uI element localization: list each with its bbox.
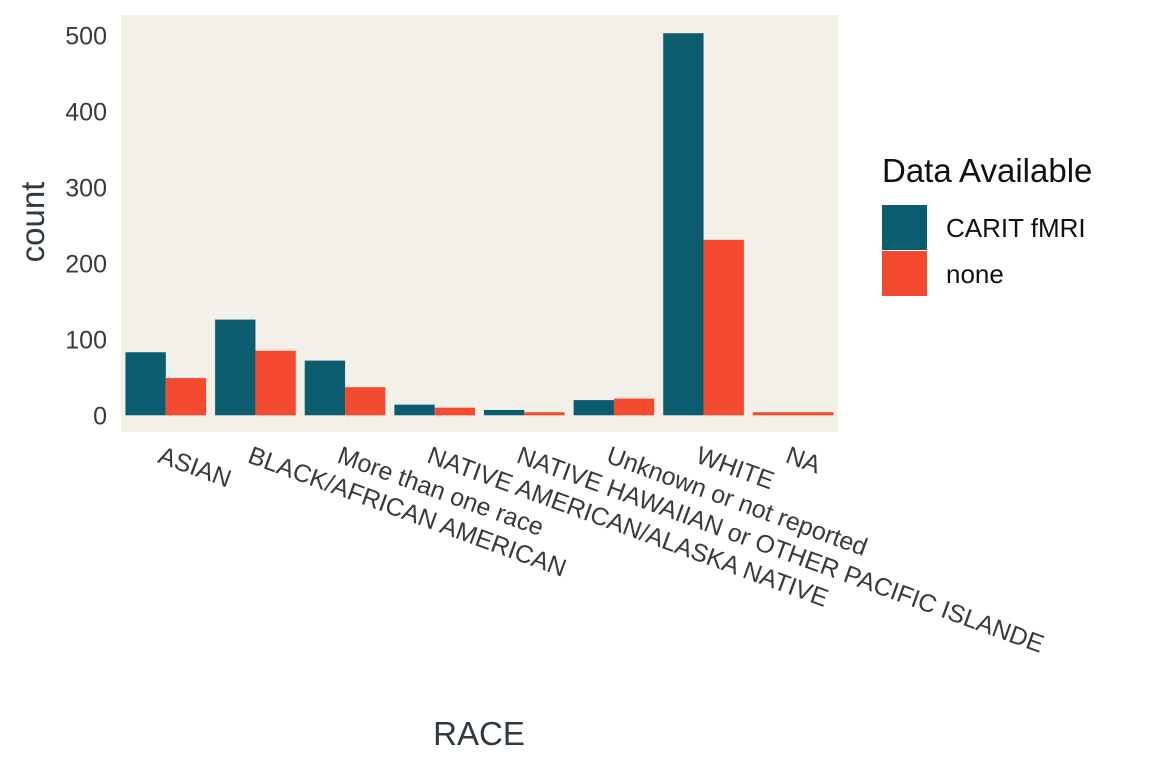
bar-none-unknown-or-not-reported: [613, 398, 655, 416]
bar-none-native-hawaiian-or-other-pacific-islande: [524, 412, 565, 416]
legend: Data Available CARIT fMRI none: [882, 152, 1092, 296]
legend-label-none: none: [946, 259, 1004, 289]
legend-label-carit-fmri: CARIT fMRI: [946, 213, 1086, 243]
legend-swatch-none: [882, 251, 927, 296]
bar-none-white: [703, 239, 744, 416]
legend-swatch-carit-fmri: [882, 205, 927, 250]
bar-none-more-than-one-race: [345, 387, 386, 416]
y-tick-label-400: 400: [65, 98, 107, 126]
x-tick-label-na: NA: [782, 441, 825, 479]
x-tick-label-native-hawaiian-or-other-pacific-islande: NATIVE HAWAIIAN or OTHER PACIFIC ISLANDE: [513, 441, 1047, 658]
bar-carit-fmri-native-hawaiian-or-other-pacific-islande: [483, 409, 525, 416]
bar-none-black-african-american: [255, 350, 296, 416]
x-tick-label-asian: ASIAN: [155, 441, 235, 493]
bar-carit-fmri-white: [663, 33, 704, 416]
bar-none-native-american-alaska-native: [434, 407, 476, 416]
bar-none-na: [752, 412, 834, 416]
y-tick-label-0: 0: [93, 402, 107, 430]
y-tick-label-500: 500: [65, 23, 107, 51]
y-tick-label-300: 300: [65, 174, 107, 202]
y-tick-label-200: 200: [65, 250, 107, 278]
y-axis-title: count: [14, 182, 51, 263]
bar-carit-fmri-unknown-or-not-reported: [573, 400, 614, 416]
bars-group: [125, 33, 834, 416]
x-axis-title: RACE: [433, 715, 525, 752]
legend-title: Data Available: [882, 152, 1092, 189]
bar-carit-fmri-asian: [125, 352, 166, 416]
y-tick-label-100: 100: [65, 326, 107, 354]
bar-carit-fmri-native-american-alaska-native: [394, 404, 435, 416]
bar-carit-fmri-more-than-one-race: [304, 360, 346, 416]
bar-carit-fmri-black-african-american: [215, 319, 256, 416]
bar-none-asian: [165, 378, 207, 416]
y-tick-labels: 0 100 200 300 400 500: [65, 23, 107, 431]
